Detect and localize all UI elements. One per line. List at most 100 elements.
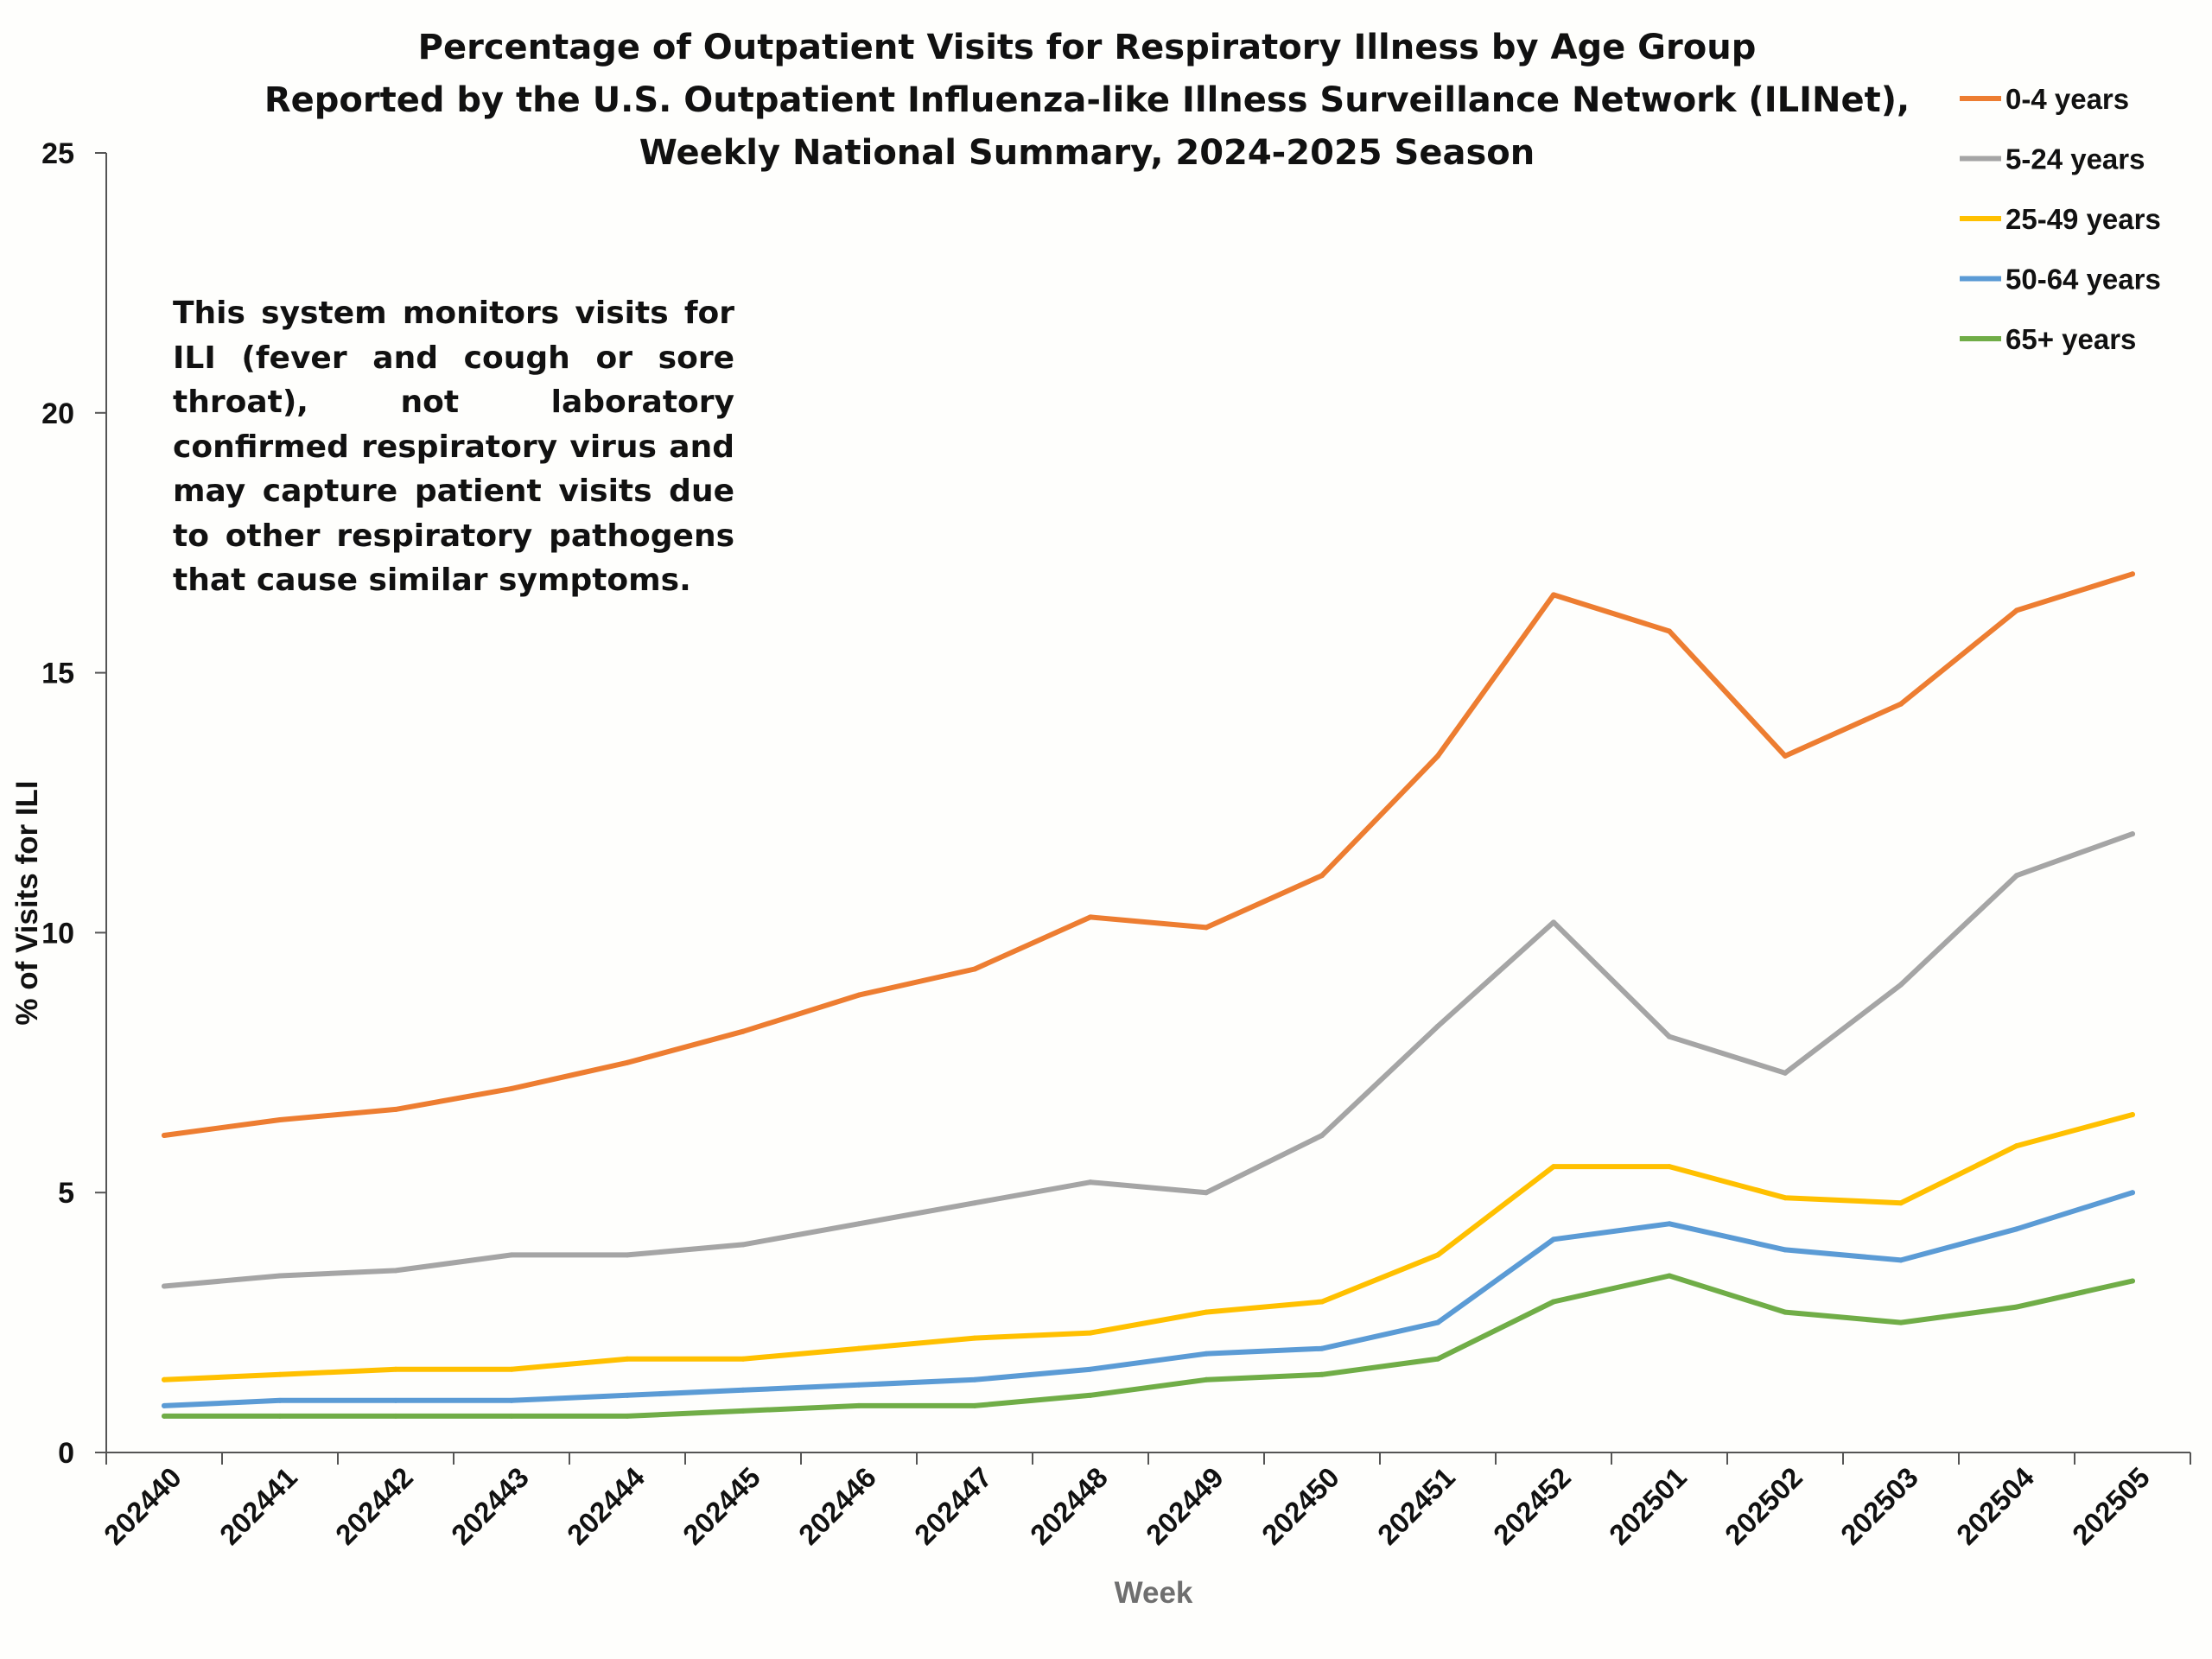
- data-point: [1319, 1133, 1325, 1139]
- x-tick-label: 202444: [561, 1460, 651, 1550]
- data-point: [1088, 1179, 1093, 1185]
- series-line-65-years: [162, 1273, 2135, 1419]
- chart-annotation: This system monitors visits for ILI (fev…: [173, 296, 734, 598]
- legend-label: 0-4 years: [2005, 83, 2129, 115]
- data-point: [393, 1413, 398, 1419]
- data-point: [1898, 1200, 1904, 1206]
- x-tick-label: 202443: [445, 1461, 535, 1551]
- data-point: [741, 1242, 746, 1248]
- x-tick-label: 202446: [792, 1461, 882, 1551]
- chart-series: [162, 571, 2135, 1419]
- data-point: [1088, 1392, 1093, 1398]
- data-point: [1898, 1319, 1904, 1325]
- data-point: [162, 1402, 167, 1408]
- data-point: [741, 1408, 746, 1414]
- x-tick-label: 202442: [329, 1461, 419, 1551]
- data-point: [856, 1221, 861, 1227]
- data-point: [1667, 1221, 1672, 1227]
- data-point: [1783, 1247, 1788, 1253]
- data-point: [1667, 1033, 1672, 1039]
- data-point: [1435, 753, 1440, 759]
- x-tick-label: 202448: [1024, 1461, 1114, 1551]
- series-line-50-64-years: [162, 1190, 2135, 1408]
- data-point: [2130, 1111, 2135, 1117]
- data-point: [1783, 1070, 1788, 1076]
- x-tick-label: 202447: [908, 1461, 998, 1551]
- data-point: [856, 992, 861, 998]
- data-point: [972, 966, 977, 972]
- data-point: [1551, 919, 1556, 925]
- legend-label: 25-49 years: [2005, 203, 2161, 235]
- data-point: [277, 1371, 283, 1377]
- legend-label: 50-64 years: [2005, 264, 2161, 296]
- data-point: [1319, 1345, 1325, 1351]
- data-point: [625, 1252, 630, 1258]
- data-point: [1088, 1366, 1093, 1372]
- data-point: [1319, 1371, 1325, 1377]
- data-point: [509, 1366, 514, 1372]
- chart-legend: 0-4 years 5-24 years 25-49 years 50-64 year…: [1960, 83, 2161, 355]
- data-point: [162, 1133, 167, 1139]
- legend-label: 65+ years: [2005, 323, 2136, 355]
- data-point: [1204, 1376, 1209, 1382]
- data-point: [856, 1402, 861, 1408]
- data-point: [1204, 1351, 1209, 1357]
- data-point: [1088, 1330, 1093, 1336]
- data-point: [625, 1059, 630, 1065]
- data-point: [856, 1382, 861, 1388]
- series-line-25-49-years: [162, 1112, 2135, 1382]
- data-point: [625, 1356, 630, 1362]
- data-point: [972, 1200, 977, 1206]
- data-point: [741, 1356, 746, 1362]
- data-point: [1319, 1299, 1325, 1305]
- data-point: [2130, 1190, 2135, 1196]
- series-line-5-24-years: [162, 831, 2135, 1289]
- data-point: [2014, 1143, 2019, 1149]
- data-point: [162, 1376, 167, 1382]
- data-point: [2014, 873, 2019, 879]
- data-point: [509, 1413, 514, 1419]
- data-point: [1435, 1023, 1440, 1029]
- data-point: [2014, 607, 2019, 613]
- data-point: [393, 1106, 398, 1112]
- data-point: [1551, 1299, 1556, 1305]
- data-point: [625, 1392, 630, 1398]
- x-tick-label: 202505: [2066, 1461, 2156, 1551]
- x-tick-label: 202445: [677, 1461, 766, 1551]
- series-line-0-4-years: [162, 571, 2135, 1138]
- chart-title-line: Weekly National Summary, 2024-2025 Seaso…: [639, 133, 1535, 173]
- data-point: [2014, 1304, 2019, 1310]
- data-point: [1667, 628, 1672, 634]
- data-point: [2014, 1226, 2019, 1232]
- chart-title-line: Reported by the U.S. Outpatient Influenz…: [264, 80, 1910, 120]
- y-tick-label: 20: [41, 397, 74, 430]
- data-point: [277, 1397, 283, 1403]
- data-point: [162, 1283, 167, 1289]
- data-point: [1551, 1164, 1556, 1170]
- data-point: [1898, 1257, 1904, 1263]
- data-point: [2130, 571, 2135, 577]
- y-tick-label: 10: [41, 917, 74, 950]
- data-point: [1551, 1236, 1556, 1243]
- data-point: [741, 1028, 746, 1034]
- x-tick-label: 202452: [1487, 1461, 1577, 1551]
- data-point: [2130, 831, 2135, 837]
- data-point: [509, 1397, 514, 1403]
- data-point: [741, 1387, 746, 1393]
- legend-label: 5-24 years: [2005, 143, 2145, 175]
- chart-title-line: Percentage of Outpatient Visits for Resp…: [418, 28, 1757, 67]
- data-point: [277, 1413, 283, 1419]
- data-point: [1898, 701, 1904, 707]
- data-point: [162, 1413, 167, 1419]
- x-tick-label: 202440: [98, 1461, 188, 1551]
- y-tick-label: 25: [41, 137, 74, 170]
- x-tick-label: 202503: [1834, 1461, 1924, 1551]
- data-point: [509, 1252, 514, 1258]
- data-point: [1783, 1309, 1788, 1315]
- data-point: [509, 1085, 514, 1091]
- data-point: [393, 1268, 398, 1274]
- x-tick-label: 202504: [1950, 1460, 2040, 1550]
- data-point: [972, 1376, 977, 1382]
